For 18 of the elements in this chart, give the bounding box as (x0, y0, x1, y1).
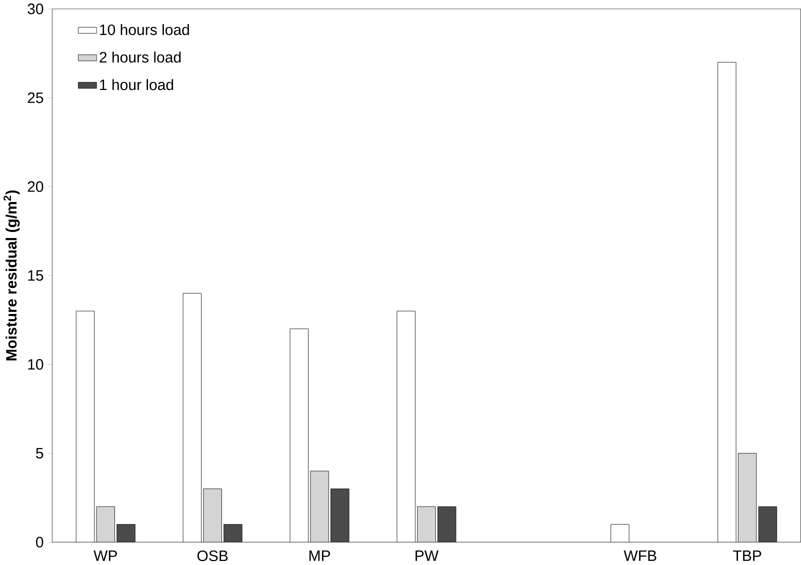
y-tick-label: 15 (28, 270, 44, 281)
y-tick-label: 5 (36, 448, 44, 459)
bar (610, 524, 630, 542)
y-tick-label: 10 (28, 359, 44, 370)
x-tick-label: WP (94, 550, 117, 561)
y-tick-label: 0 (36, 536, 44, 548)
x-tick-label: OSB (197, 550, 228, 562)
y-tick-label: 20 (28, 181, 44, 192)
y-axis-title: Moisture residual (g/m$^{2}$) (4, 190, 20, 360)
x-tick-label: WFB (624, 550, 656, 561)
y-tick-label: 25 (28, 92, 44, 104)
legend-label: 10 hours load (100, 24, 189, 36)
x-tick-label: PW (416, 550, 439, 561)
y-tick-label: 30 (28, 4, 44, 14)
legend-label: 1 hour load (100, 79, 174, 90)
legend-label: 2 hours load (100, 52, 181, 63)
x-tick-label: TBP (733, 550, 762, 561)
x-tick-label: MP (309, 550, 330, 561)
